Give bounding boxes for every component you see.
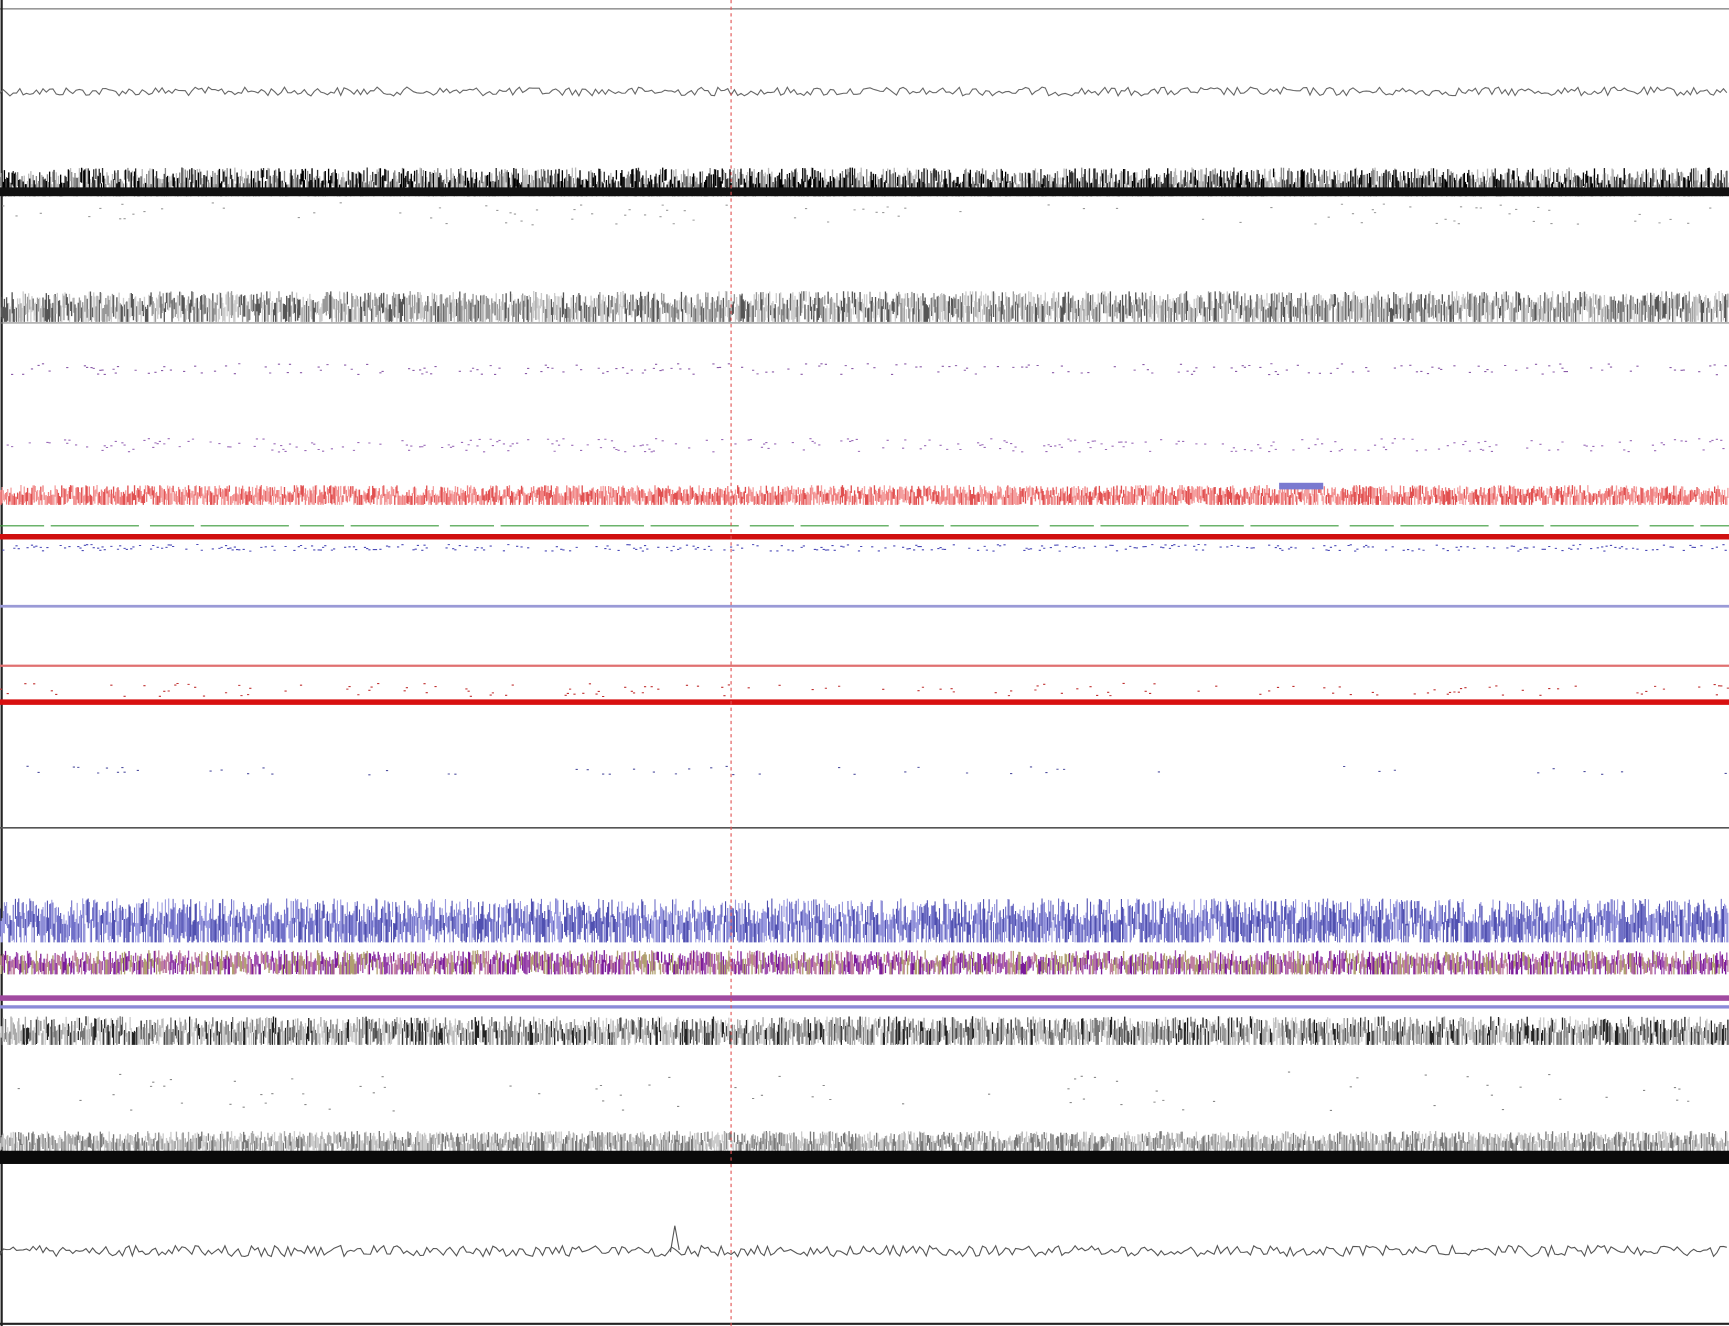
blue-noise-track xyxy=(0,898,1729,943)
coverage-track xyxy=(0,291,1727,322)
purple-track xyxy=(9,950,1728,975)
sparse-blue-track xyxy=(26,765,1727,776)
blue-noise-track xyxy=(4,898,1722,943)
purple-track xyxy=(1,950,1727,975)
generated-tracks xyxy=(0,85,1729,1258)
peak xyxy=(669,1225,680,1253)
coverage-track xyxy=(0,1130,1729,1153)
red-band-track xyxy=(4,484,1727,505)
coverage-track xyxy=(18,291,1729,322)
blue-blocks xyxy=(1279,482,1324,490)
purple-line xyxy=(0,995,1729,1001)
feature-track xyxy=(6,438,1725,453)
coverage-base xyxy=(0,187,1729,197)
coverage-base xyxy=(0,1150,1729,1164)
coverage-track xyxy=(0,1130,1727,1153)
coverage-track xyxy=(2,1130,1728,1153)
coverage-track xyxy=(22,1016,1729,1045)
blue-dot-track xyxy=(2,543,1727,552)
coverage-track xyxy=(0,290,1725,322)
sparse-track xyxy=(17,1071,1690,1112)
red-band-track xyxy=(0,484,1729,505)
blue-line xyxy=(0,1005,1729,1009)
coverage-track xyxy=(0,1016,1728,1045)
sparse-track xyxy=(2,202,1712,226)
coverage-track xyxy=(1,1016,1721,1045)
sparse-red-track xyxy=(0,682,1729,698)
purple-track xyxy=(0,950,1720,975)
red-band-track xyxy=(0,485,1725,505)
signal-track xyxy=(0,1244,1727,1258)
signal-track xyxy=(0,85,1728,97)
purple-track xyxy=(0,950,1729,975)
blue-noise-track xyxy=(0,898,1725,943)
coverage-track xyxy=(3,1016,1726,1045)
feature-track xyxy=(11,363,1727,376)
